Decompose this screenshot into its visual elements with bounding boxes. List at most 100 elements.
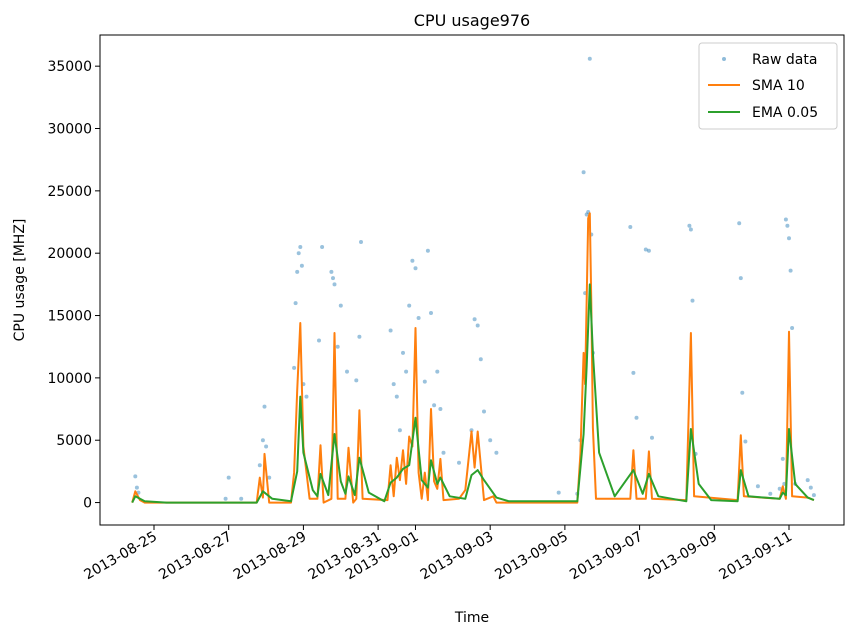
y-tick-label: 15000 (47, 309, 92, 325)
y-tick-label: 20000 (47, 246, 92, 262)
raw-data-point (260, 438, 265, 443)
raw-data-point (768, 491, 773, 496)
y-axis-title: CPU usage [MHZ] (12, 219, 28, 342)
raw-data-point (134, 485, 139, 490)
raw-data-point (416, 316, 421, 320)
raw-data-point (646, 248, 651, 253)
raw-data-point (643, 247, 648, 252)
series-ema-0-05 (131, 283, 815, 504)
raw-data-point (755, 484, 760, 489)
raw-data-point (743, 439, 748, 444)
raw-data-point (788, 268, 793, 273)
raw-data-point (687, 223, 692, 228)
raw-data-point (257, 463, 262, 468)
x-tick-label: 2013-09-07 (567, 529, 645, 584)
raw-data-point (556, 490, 561, 495)
raw-data-point (298, 245, 303, 249)
raw-data-point (338, 303, 343, 308)
raw-data-point (354, 378, 359, 383)
raw-data-point (811, 493, 816, 498)
raw-data-point (133, 474, 138, 479)
y-tick-label: 35000 (47, 59, 92, 75)
raw-data-point (783, 217, 788, 222)
raw-data-point (331, 276, 335, 281)
raw-data-point (631, 370, 636, 375)
raw-data-point (329, 269, 334, 274)
raw-data-point (690, 298, 695, 303)
raw-data-point (407, 303, 412, 308)
chart-title: CPU usage976 (414, 11, 530, 30)
raw-data-point (262, 404, 267, 409)
raw-data-point (357, 334, 362, 339)
raw-data-point (422, 379, 427, 384)
raw-data-point (223, 496, 228, 501)
raw-data-point (740, 390, 745, 395)
series-layer (131, 56, 816, 504)
raw-data-point (304, 394, 309, 399)
raw-data-point (320, 245, 325, 249)
axes-frame (99, 34, 845, 526)
raw-data-point (581, 170, 586, 175)
raw-data-point (494, 450, 499, 455)
x-tick-label: 2013-08-27 (156, 529, 234, 584)
raw-data-point (332, 282, 337, 287)
raw-data-point (296, 251, 301, 256)
y-tick-label: 5000 (56, 433, 92, 449)
legend-marker (722, 57, 726, 61)
raw-data-point (438, 407, 443, 411)
raw-data-point (475, 323, 480, 328)
y-axis: 0 5000 10000 15000 20000 25000 30000 35000 (47, 59, 100, 512)
raw-data-point (650, 435, 654, 440)
raw-data-point (787, 236, 791, 241)
x-tick-label: 2013-09-11 (717, 529, 795, 584)
raw-data-point (335, 344, 340, 349)
legend-label: SMA 10 (752, 78, 805, 94)
raw-data-point (413, 266, 418, 271)
y-tick-label: 10000 (47, 371, 92, 387)
raw-data-point (482, 409, 486, 414)
raw-data-point (628, 225, 633, 229)
raw-data-point (292, 365, 297, 370)
x-axis: 2013-08-252013-08-272013-08-292013-08-31… (82, 525, 795, 583)
raw-data-point (388, 328, 393, 333)
raw-data-point (226, 475, 231, 480)
raw-data-point (777, 486, 782, 491)
raw-data-point (295, 269, 300, 274)
x-tick-label: 2013-09-03 (418, 529, 496, 584)
raw-data-point (264, 444, 269, 449)
y-tick-label: 25000 (47, 184, 92, 200)
raw-data-point (299, 263, 304, 268)
raw-data-point (441, 450, 446, 455)
raw-data-point (267, 475, 272, 480)
legend-label: Raw data (752, 52, 817, 68)
x-tick-label: 2013-08-29 (231, 529, 309, 584)
raw-data-point (410, 258, 415, 263)
raw-data-point (317, 338, 321, 343)
raw-data-point (738, 276, 743, 281)
series-sma-10 (131, 212, 815, 504)
raw-data-point (469, 428, 474, 433)
raw-data-point (780, 456, 785, 461)
raw-data-point (345, 369, 349, 374)
raw-data-point (478, 357, 483, 362)
raw-data-point (587, 56, 592, 61)
x-tick-label: 2013-09-05 (492, 529, 570, 584)
raw-data-point (785, 223, 790, 228)
raw-data-point (472, 317, 477, 322)
raw-data-point (737, 221, 742, 226)
y-tick-label: 30000 (47, 122, 92, 138)
raw-data-point (404, 369, 409, 374)
raw-data-point (688, 227, 693, 232)
legend-item: EMA 0.05 (708, 105, 818, 121)
raw-data-point (805, 478, 810, 483)
legend-item: SMA 10 (708, 78, 805, 94)
raw-data-point (488, 438, 493, 443)
raw-data-point (790, 326, 795, 330)
raw-data-point (432, 403, 437, 408)
raw-data-point (429, 311, 433, 315)
raw-data-point (634, 415, 639, 420)
series-line (131, 212, 815, 504)
raw-data-point (808, 485, 813, 490)
x-tick-label: 2013-09-09 (642, 529, 720, 584)
